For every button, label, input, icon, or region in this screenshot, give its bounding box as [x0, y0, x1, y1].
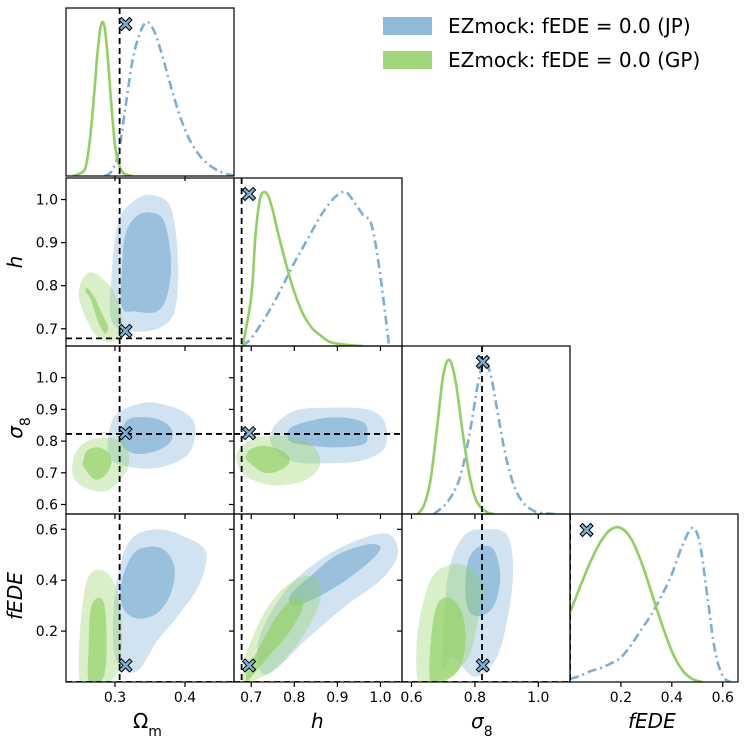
legend-swatch-jp [383, 17, 432, 35]
panel-frame-2-2 [401, 345, 571, 515]
x-axis-label-h: h [311, 709, 324, 733]
panel-fede-marginal [570, 514, 732, 682]
panel-omegam-sigma8 [66, 346, 234, 514]
legend-swatch-gp [383, 51, 432, 69]
x-tick-label-sigma8: 0.8 [464, 690, 486, 706]
truth-marker-h-fede [241, 658, 257, 673]
x-tick-label-fede: 0.4 [661, 690, 683, 706]
y-tick-label-sigma8: 0.9 [36, 402, 58, 418]
y-tick-label-h: 1.0 [36, 193, 58, 209]
panel-omegam-marginal [72, 8, 234, 176]
contour-68-gp-h-sigma8 [245, 445, 290, 474]
contour-68-jp-h-sigma8 [287, 417, 368, 448]
legend-label-jp: EZmock: fEDE = 0.0 (JP) [448, 14, 691, 38]
x-tick-label-fede: 0.2 [610, 690, 632, 706]
truth-marker-omegam-h [118, 323, 133, 339]
x-axis-label-sigma8: σ8 [471, 709, 493, 740]
marginal-line-fede-jp [570, 526, 732, 682]
x-tick-label-h: 1.0 [369, 690, 391, 706]
x-axis-label-fede: fEDE [628, 709, 676, 733]
y-axis-label-h: h [3, 256, 27, 269]
x-tick-label-h: 0.8 [283, 690, 305, 706]
x-tick-label-omegam: 0.3 [104, 690, 126, 706]
marginal-line-h-jp [241, 190, 391, 346]
contour-68-gp-omegam-sigma8 [82, 447, 112, 480]
y-tick-label-fede: 0.4 [36, 573, 58, 589]
truth-marker-sigma8-fede [475, 658, 491, 673]
panel-h-fede [234, 514, 402, 682]
panel-frame-3-3 [569, 513, 739, 683]
y-tick-label-sigma8: 0.8 [36, 434, 58, 450]
x-axis-label-omega-m: Ωm [133, 709, 162, 740]
x-tick-label-h: 0.7 [240, 690, 262, 706]
contour-68-gp-omegam-fede [87, 597, 107, 682]
marginal-line-omegam-gp [72, 20, 133, 176]
contour-68-jp-omegam-h [120, 212, 172, 313]
y-tick-label-sigma8: 1.0 [36, 371, 58, 387]
panel-h-sigma8 [234, 346, 402, 514]
y-tick-label-fede: 0.2 [36, 624, 58, 640]
contour-68-jp-omegam-sigma8 [120, 417, 173, 454]
contour-68-gp-sigma8-fede [429, 597, 466, 682]
panel-sigma8-marginal [416, 346, 555, 514]
contour-95-jp-h-fede [257, 533, 399, 675]
x-tick-label-omegam: 0.4 [174, 690, 196, 706]
contour-68-gp-h-fede [245, 597, 303, 682]
truth-marker-omegam [118, 16, 133, 32]
x-tick-label-h: 0.9 [326, 690, 348, 706]
marginal-line-omegam-jp [103, 20, 234, 176]
panel-h-marginal [240, 178, 391, 346]
marginal-line-h-gp [241, 190, 364, 346]
legend-label-gp: EZmock: fEDE = 0.0 (GP) [448, 48, 700, 72]
y-tick-label-fede: 0.6 [36, 522, 58, 538]
y-tick-label-h: 0.9 [36, 236, 58, 252]
y-tick-label-sigma8: 0.6 [36, 497, 58, 513]
truth-marker-omegam-sigma8 [118, 425, 133, 441]
truth-marker-omegam-fede [118, 658, 133, 673]
truth-marker-h-sigma8 [241, 425, 257, 441]
contour-68-jp-sigma8-fede [465, 545, 501, 617]
contour-95-gp-omegam-h [78, 272, 123, 342]
y-axis-label-sigma8: σ8 [3, 417, 34, 439]
panel-omegam-h [66, 178, 234, 346]
y-tick-label-sigma8: 0.7 [36, 466, 58, 482]
x-tick-label-fede: 0.6 [712, 690, 734, 706]
y-axis-label-fede: fEDE [3, 572, 27, 620]
x-tick-label-sigma8: 0.6 [400, 690, 422, 706]
panel-omegam-fede [66, 514, 234, 682]
marginal-line-sigma8-jp [432, 358, 555, 514]
marginal-line-fede-gp [570, 525, 703, 682]
y-tick-label-h: 0.8 [36, 279, 58, 295]
x-tick-label-sigma8: 1.0 [527, 690, 549, 706]
panel-sigma8-fede [402, 514, 570, 682]
contour-68-gp-omegam-h [85, 287, 109, 334]
contour-68-jp-h-fede [288, 544, 381, 606]
y-tick-label-h: 0.7 [36, 322, 58, 338]
contour-68-jp-omegam-fede [120, 546, 175, 619]
truth-marker-h [241, 186, 257, 202]
legend: EZmock: fEDE = 0.0 (JP) EZmock: fEDE = 0… [383, 14, 700, 72]
truth-marker-sigma8 [475, 354, 491, 370]
panel-frame-0-0 [65, 7, 235, 177]
truth-marker-fede [579, 522, 594, 538]
